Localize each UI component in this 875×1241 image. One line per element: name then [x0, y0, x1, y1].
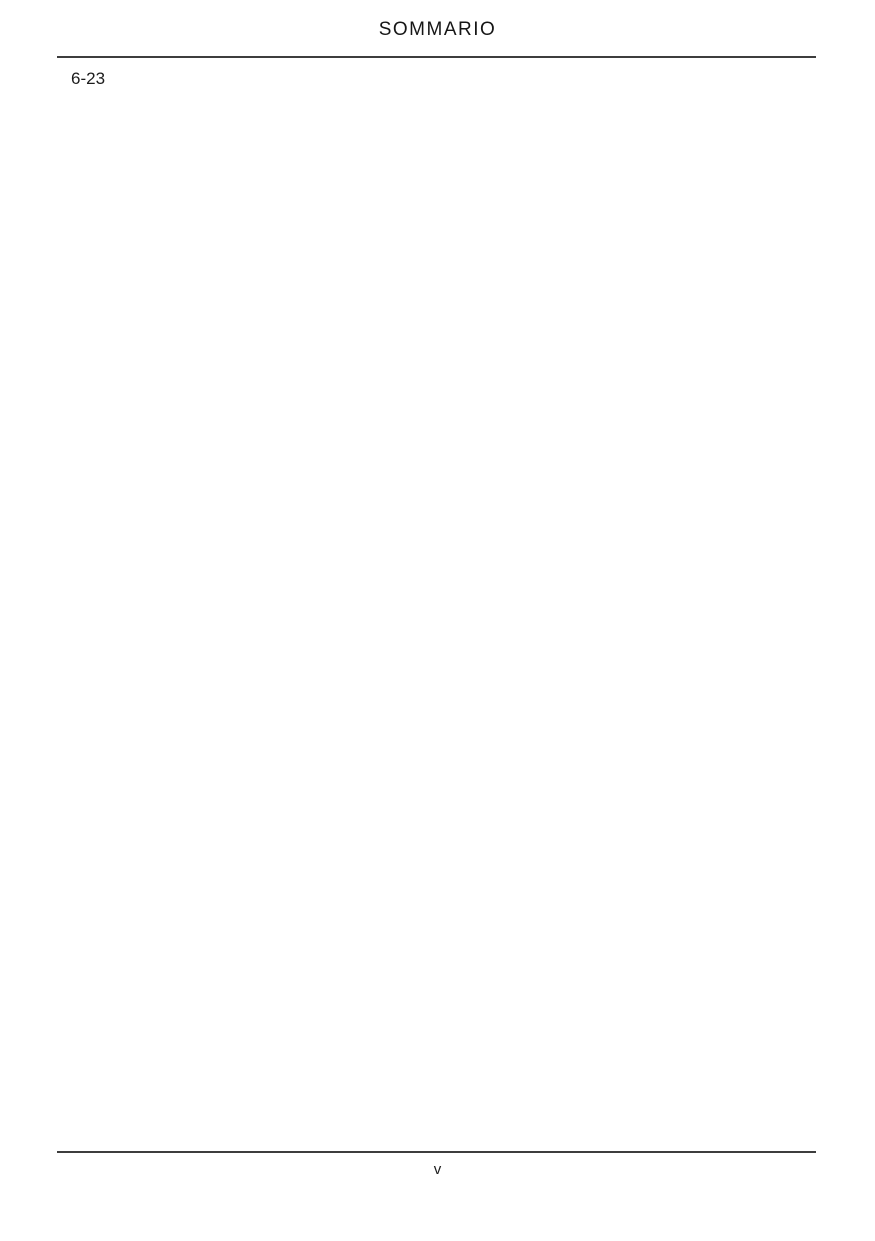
footer-rule: [57, 1151, 816, 1153]
document-footer: v: [0, 1151, 875, 1178]
document-header: SOMMARIO: [0, 0, 875, 58]
toc-entry-page: 6-23: [71, 67, 875, 1241]
toc-entry: 6.14 - Vorsichtsmaßnahmen während der Ar…: [57, 67, 875, 1241]
header-rule: [57, 56, 816, 58]
page-title: SOMMARIO: [378, 19, 497, 40]
page-number: v: [433, 1161, 442, 1178]
toc-list: 6.14 - Vorsichtsmaßnahmen während der Ar…: [0, 58, 875, 1241]
